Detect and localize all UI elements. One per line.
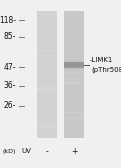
Text: 47-: 47- (3, 63, 16, 72)
Bar (37, 62, 57, 64)
Text: 118-: 118- (0, 16, 16, 25)
Text: 85-: 85- (4, 32, 16, 41)
Bar (37, 34, 57, 36)
Text: (pThr508): (pThr508) (92, 67, 121, 73)
Bar (64, 11, 84, 138)
Bar (64, 112, 84, 114)
Bar (64, 78, 84, 81)
Bar (64, 64, 84, 65)
Text: 36-: 36- (3, 81, 16, 90)
Bar (37, 87, 57, 91)
Text: -LIMK1: -LIMK1 (90, 57, 113, 63)
Bar (64, 71, 84, 74)
Text: UV: UV (22, 148, 32, 154)
Text: -: - (45, 147, 48, 156)
Bar (37, 50, 57, 51)
Bar (37, 11, 57, 138)
Bar (64, 117, 84, 119)
Bar (64, 82, 84, 84)
Bar (64, 61, 84, 69)
Bar (64, 62, 84, 67)
Text: (kD): (kD) (3, 149, 16, 154)
Bar (64, 62, 84, 68)
Text: 26-: 26- (4, 101, 16, 110)
Text: +: + (71, 147, 78, 156)
Bar (37, 125, 57, 129)
